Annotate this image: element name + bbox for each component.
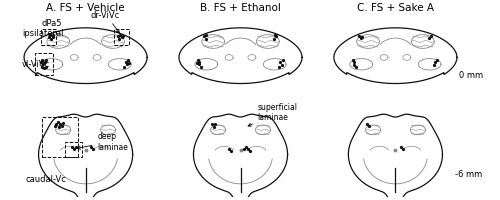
Text: vl-ViVc: vl-ViVc [22, 59, 50, 68]
Text: dPa5: dPa5 [41, 19, 62, 28]
Text: deep
laminae: deep laminae [78, 132, 128, 151]
Text: 0 mm: 0 mm [459, 71, 483, 80]
Bar [66, 142, 82, 157]
Title: B. FS + Ethanol: B. FS + Ethanol [200, 3, 281, 13]
Text: dr-ViVc: dr-ViVc [91, 11, 120, 34]
Bar [36, 54, 52, 75]
Text: caudal-Vc: caudal-Vc [26, 174, 66, 183]
Title: A. FS + Vehicle: A. FS + Vehicle [46, 3, 125, 13]
Bar [114, 30, 129, 46]
Text: ipsilateral: ipsilateral [22, 29, 64, 38]
Bar [42, 117, 78, 157]
Text: -6 mm: -6 mm [456, 169, 482, 178]
Bar [41, 30, 56, 46]
Text: superficial
laminae: superficial laminae [248, 102, 298, 126]
Title: C. FS + Sake A: C. FS + Sake A [357, 3, 434, 13]
